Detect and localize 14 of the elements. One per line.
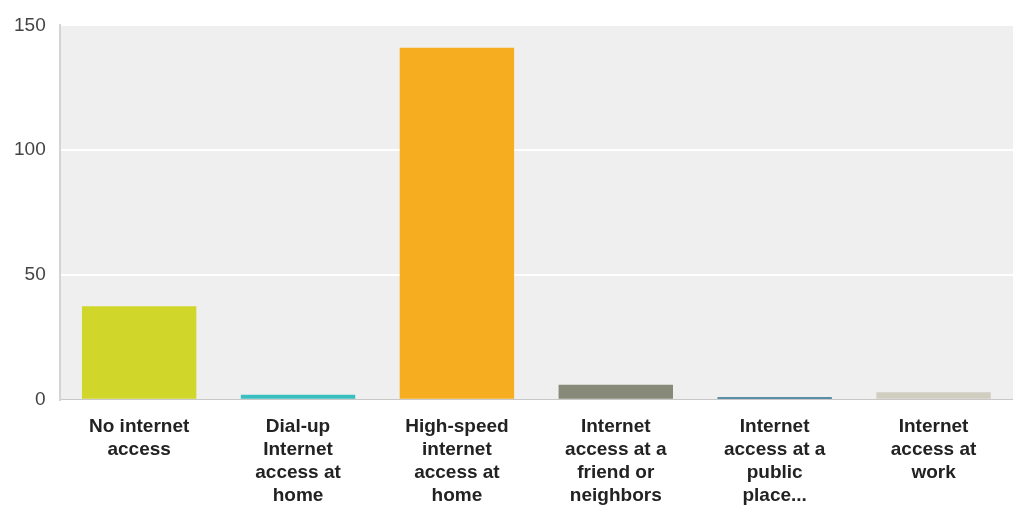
x-tick-label: High-speed internet access at home bbox=[405, 415, 509, 505]
x-tick-label: Internet access at work bbox=[890, 415, 978, 483]
x-tick-label: No internet access bbox=[89, 415, 190, 460]
y-tick-label: 100 bbox=[14, 138, 46, 160]
bar bbox=[558, 384, 673, 399]
y-tick-label: 0 bbox=[35, 388, 46, 410]
x-tick-label: Internet access at a friend or neighbors bbox=[565, 415, 667, 505]
bar bbox=[81, 306, 197, 399]
x-tick-label: Dial-up Internet access at home bbox=[255, 415, 342, 505]
y-tick-label: 50 bbox=[24, 263, 46, 285]
bar bbox=[399, 47, 515, 399]
x-tick-label: Internet access at a public place... bbox=[723, 415, 826, 505]
bar bbox=[240, 394, 356, 399]
y-tick-label: 150 bbox=[14, 13, 46, 35]
